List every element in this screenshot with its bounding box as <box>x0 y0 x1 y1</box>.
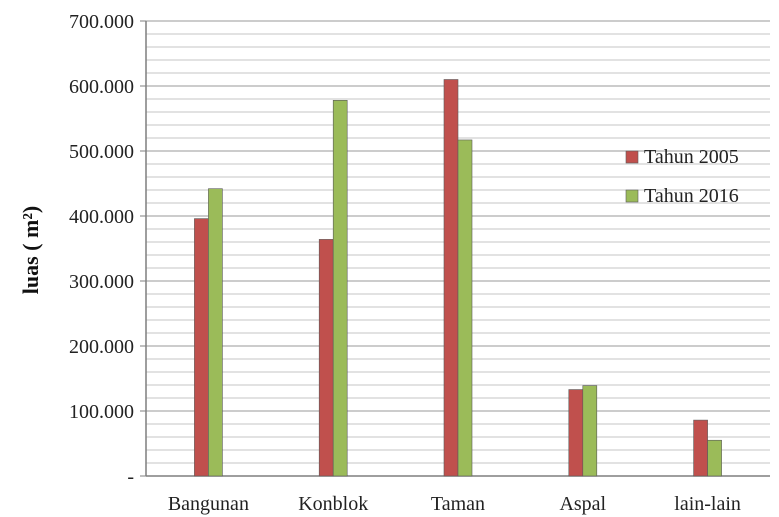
bar-bangunan-tahun-2005 <box>194 218 209 477</box>
x-tick-labels: Bangunan Konblok Taman Aspal lain-lain <box>168 493 741 515</box>
y-tick-labels: - 100.000 200.000 300.000 400.000 500.000 600.… <box>69 11 134 488</box>
y-tick-label: 400.000 <box>69 206 134 228</box>
x-tick-label: Konblok <box>298 493 368 515</box>
legend-swatch-tahun-2016 <box>625 189 639 203</box>
x-tick-label: Taman <box>431 493 485 515</box>
x-tick-label: Bangunan <box>168 493 249 515</box>
y-tick-label: - <box>127 466 134 488</box>
bar-lain-lain-tahun-2005 <box>693 419 708 477</box>
y-tick-label: 200.000 <box>69 336 134 358</box>
x-tick-label: lain-lain <box>674 493 741 515</box>
bar-taman-tahun-2005 <box>443 79 459 477</box>
bar-konblok-tahun-2005 <box>318 239 334 477</box>
bars <box>194 79 722 477</box>
bar-aspal-tahun-2005 <box>568 389 584 477</box>
bar-lain-lain-tahun-2016 <box>707 439 722 477</box>
bar-konblok-tahun-2016 <box>332 100 348 477</box>
bar-taman-tahun-2016 <box>457 139 473 477</box>
y-axis-label: luas ( m²) <box>18 206 43 294</box>
y-tick-label: 100.000 <box>69 401 134 423</box>
legend-label-tahun-2005: Tahun 2005 <box>644 146 739 168</box>
legend-swatch-tahun-2005 <box>625 150 639 164</box>
y-tick-label: 600.000 <box>69 76 134 98</box>
bar-bangunan-tahun-2016 <box>208 188 223 477</box>
x-tick-label: Aspal <box>559 493 606 515</box>
y-tick-label: 700.000 <box>69 11 134 33</box>
legend-label-tahun-2016: Tahun 2016 <box>644 185 739 207</box>
bar-aspal-tahun-2016 <box>582 385 598 477</box>
y-tick-label: 300.000 <box>69 271 134 293</box>
y-tick-label: 500.000 <box>69 141 134 163</box>
legend: Tahun 2005 Tahun 2016 <box>625 146 739 207</box>
